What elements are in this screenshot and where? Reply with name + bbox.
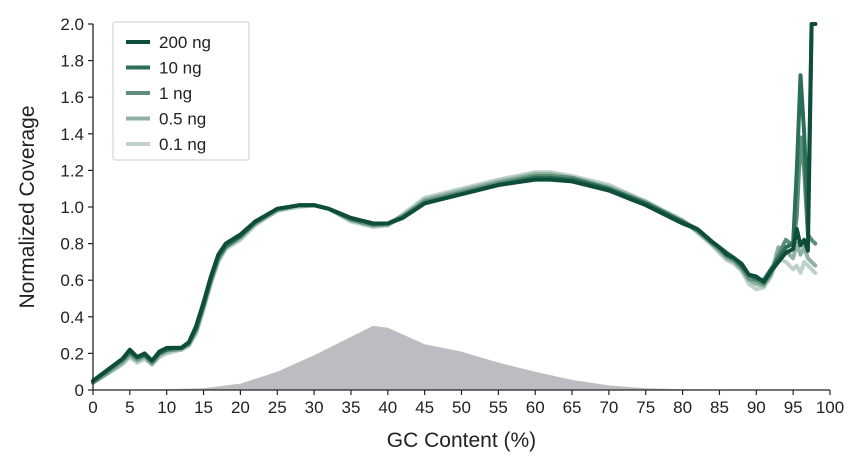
gc-distribution-layer [93,325,830,390]
y-tick-label: 0 [75,381,84,400]
x-ticks: 0 5 10 15 20 25 30 35 40 45 50 55 60 65 70 75 80 85 90 95 10… [88,390,844,417]
y-tick-label: 0.6 [60,271,84,290]
y-axis-title: Normalized Coverage [16,105,39,308]
series-line-2 [91,135,818,385]
x-tick-label: 45 [415,398,434,417]
series-layer [91,22,818,385]
legend-label: 0.5 ng [159,110,206,129]
x-tick-label: 40 [378,398,397,417]
x-tick-label: 75 [636,398,655,417]
x-tick-label: 90 [747,398,766,417]
gc-distribution-area [93,325,830,390]
x-tick-label: 65 [563,398,582,417]
x-tick-label: 80 [673,398,692,417]
x-tick-label: 20 [231,398,250,417]
x-tick-label: 95 [784,398,803,417]
y-tick-label: 0.2 [60,344,84,363]
legend-label: 10 ng [159,59,202,78]
legend-label: 1 ng [159,84,192,103]
y-tick-label: 0.8 [60,235,84,254]
y-tick-label: 1.2 [60,161,84,180]
legend-frame [112,21,250,161]
x-tick-label: 0 [88,398,97,417]
x-tick-label: 50 [452,398,471,417]
x-axis-title: GC Content (%) [387,429,536,452]
x-tick-label: 70 [599,398,618,417]
x-tick-label: 35 [341,398,360,417]
x-tick-label: 60 [526,398,545,417]
y-tick-label: 1.4 [60,125,84,144]
y-ticks: 0 0.2 0.4 0.6 0.8 1.0 1.2 1.4 1.6 1.8 2.0 [60,15,93,400]
x-tick-label: 30 [305,398,324,417]
y-tick-label: 2.0 [60,15,84,34]
series-line-0 [91,22,818,383]
legend-label: 200 ng [159,33,211,52]
y-tick-label: 1.0 [60,198,84,217]
x-tick-label: 5 [125,398,134,417]
y-tick-label: 1.8 [60,52,84,71]
x-tick-label: 55 [489,398,508,417]
legend-label: 0.1 ng [159,135,206,154]
x-tick-label: 25 [268,398,287,417]
y-tick-label: 0.4 [60,308,84,327]
y-tick-label: 1.6 [60,88,84,107]
legend: 200 ng 10 ng 1 ng 0.5 ng 0.1 ng [112,21,250,161]
x-tick-label: 85 [710,398,729,417]
x-tick-label: 100 [816,398,844,417]
x-tick-label: 10 [157,398,176,417]
x-tick-label: 15 [194,398,213,417]
